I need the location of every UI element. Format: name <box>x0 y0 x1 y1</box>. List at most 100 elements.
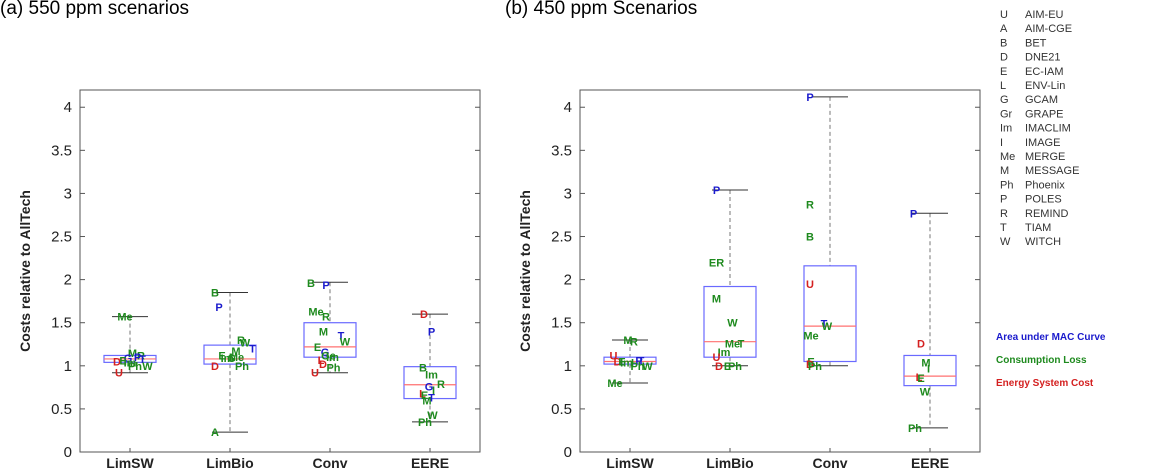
y-tick-label: 0.5 <box>51 401 72 418</box>
model-key-name: BET <box>1025 37 1047 49</box>
model-key-code: A <box>1000 23 1008 35</box>
y-tick-label: 0 <box>564 444 572 461</box>
y-tick-label: 2.5 <box>51 229 72 246</box>
panel-450ppm: (b) 450 ppm Scenarios 0 0.5 1 1.5 2 2.5 3 3.5 4 Co… <box>505 0 981 471</box>
model-point-e: E <box>618 357 625 369</box>
model-key-name: AIM-EU <box>1025 9 1064 21</box>
model-point-e: E <box>218 350 225 362</box>
model-point-me: Me <box>229 352 244 364</box>
y-axis-label: Costs relative to AllTech <box>17 190 33 352</box>
model-point-w: W <box>642 361 653 373</box>
model-point-r: R <box>806 200 814 212</box>
model-point-t: T <box>428 393 435 405</box>
model-point-me: Me <box>117 312 132 324</box>
model-point-me: Me <box>803 331 818 343</box>
model-key-code: T <box>1000 222 1007 234</box>
model-point-p: P <box>428 326 435 338</box>
model-key-name: DNE21 <box>1025 52 1060 64</box>
x-tick-label: Conv <box>313 455 348 471</box>
model-point-d: D <box>806 359 814 371</box>
model-key-name: ENV-Lin <box>1025 80 1065 92</box>
y-tick-label: 1 <box>64 358 72 375</box>
model-key-code: Me <box>1000 151 1015 163</box>
x-tick-label: LimSW <box>106 455 154 471</box>
model-point-ph: Ph <box>235 361 249 373</box>
model-key-code: D <box>1000 52 1008 64</box>
model-point-me: Me <box>607 378 622 390</box>
model-key-name: Phoenix <box>1025 179 1065 191</box>
model-key-code: B <box>1000 37 1007 49</box>
y-axis-label: Costs relative to AllTech <box>517 190 533 352</box>
model-key-code: E <box>1000 66 1007 78</box>
model-point-b: B <box>419 363 427 375</box>
y-tick-label: 3 <box>64 185 72 202</box>
model-point-p: P <box>215 302 222 314</box>
model-key-name: MERGE <box>1025 151 1065 163</box>
model-point-i: I <box>631 357 634 369</box>
box-iqr <box>803 265 857 363</box>
model-point-e: E <box>314 342 321 354</box>
y-tick-label: 2 <box>564 272 572 289</box>
model-key-name: MESSAGE <box>1025 165 1079 177</box>
y-tick-label: 0 <box>64 444 72 461</box>
model-point-t: T <box>821 319 828 331</box>
model-key-code: W <box>1000 236 1011 248</box>
model-point-i: I <box>927 363 930 375</box>
model-point-b: B <box>806 232 814 244</box>
model-point-m: M <box>128 348 137 360</box>
model-point-u: U <box>115 368 123 380</box>
model-point-r: R <box>322 312 330 324</box>
model-point-w: W <box>340 337 351 349</box>
box-iqr <box>203 344 257 365</box>
model-point-d: D <box>715 361 723 373</box>
model-point-m: M <box>921 357 930 369</box>
model-key-name: GRAPE <box>1025 108 1064 120</box>
model-point-w: W <box>822 321 833 333</box>
model-point-g: G <box>425 381 434 393</box>
model-point-a: A <box>211 427 219 439</box>
model-point-u: U <box>610 350 618 362</box>
model-key-code: Gr <box>1000 108 1013 120</box>
model-key-name: TIAM <box>1025 222 1051 234</box>
model-key-name: IMAGE <box>1025 137 1060 149</box>
model-key-code: I <box>1000 137 1003 149</box>
y-tick-label: 3.5 <box>551 142 572 159</box>
x-tick-label: LimSW <box>606 455 654 471</box>
model-point-ph: Ph <box>418 417 432 429</box>
panel-title: (b) 450 ppm Scenarios <box>505 0 697 19</box>
model-point-r: R <box>237 335 245 347</box>
legend-area-under-mac: Area under MAC Curve <box>996 332 1106 343</box>
plot-frame <box>579 89 981 453</box>
model-point-w: W <box>920 387 931 399</box>
model-point-d: D <box>113 357 121 369</box>
model-point-m: M <box>319 326 328 338</box>
model-point-b: B <box>211 288 219 300</box>
model-point-t: T <box>738 338 745 350</box>
legend-consumption-loss: Consumption Loss <box>996 355 1087 366</box>
y-tick-label: 3.5 <box>51 142 72 159</box>
model-point-w: W <box>727 318 738 330</box>
model-point-w: W <box>240 338 251 350</box>
model-point-e: E <box>119 356 126 368</box>
box-iqr <box>603 356 657 365</box>
model-point-g: G <box>124 353 133 365</box>
y-tick-label: 2 <box>64 272 72 289</box>
model-point-e: E <box>807 357 814 369</box>
y-tick-label: 4 <box>564 99 572 116</box>
panel-title: (a) 550 ppm scenarios <box>0 0 189 19</box>
model-key-code: P <box>1000 194 1007 206</box>
model-point-w: W <box>142 361 153 373</box>
model-point-r: R <box>630 337 638 349</box>
model-key-name: WITCH <box>1025 236 1061 248</box>
box-iqr <box>903 354 957 387</box>
model-point-d: D <box>917 338 925 350</box>
model-point-ph: Ph <box>326 363 340 375</box>
x-tick-label: EERE <box>911 455 949 471</box>
box-iqr <box>403 366 457 400</box>
model-key-code: Ph <box>1000 179 1013 191</box>
y-tick-label: 0.5 <box>551 401 572 418</box>
model-key-code: L <box>1000 80 1006 92</box>
model-point-d: D <box>420 309 428 321</box>
legend-energy-system-cost: Energy System Cost <box>996 378 1094 389</box>
